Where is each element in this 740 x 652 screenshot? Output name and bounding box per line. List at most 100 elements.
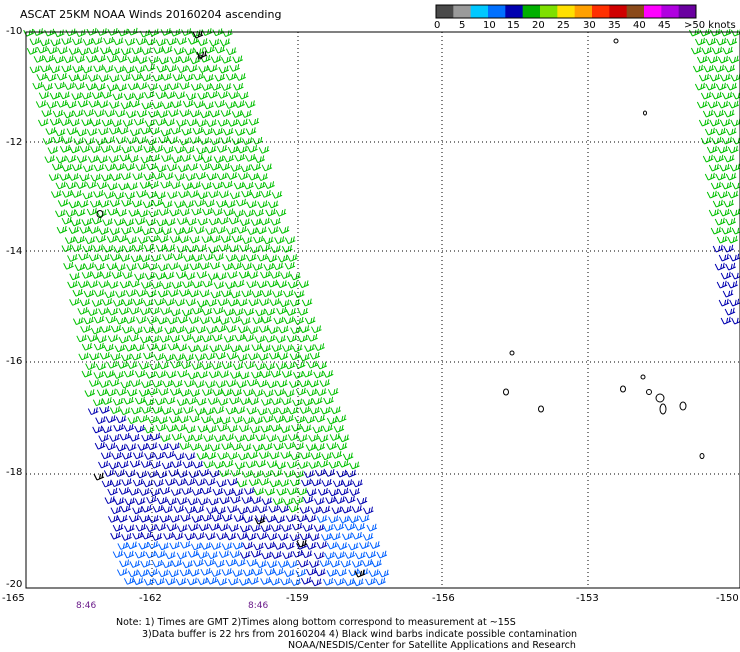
wind-barb: [256, 226, 267, 235]
wind-barb: [109, 253, 121, 261]
wind-barb: [270, 423, 281, 432]
wind-barb: [63, 110, 74, 119]
wind-barb: [225, 200, 236, 208]
wind-barb: [732, 137, 740, 145]
wind-barb: [288, 380, 300, 388]
wind-barb: [221, 361, 233, 370]
wind-barb: [50, 38, 61, 47]
wind-barb: [196, 270, 208, 279]
wind-barb: [161, 560, 173, 569]
wind-barb: [124, 163, 135, 171]
wind-barb: [353, 578, 364, 587]
wind-barb: [213, 406, 225, 414]
wind-barb: [329, 433, 341, 441]
wind-barb: [68, 226, 80, 234]
wind-barb: [235, 73, 246, 81]
wind-barb: [219, 343, 231, 352]
wind-barb: [121, 145, 133, 154]
wind-barb: [292, 371, 304, 379]
wind-barb: [140, 155, 152, 164]
wind-barb: [174, 452, 185, 461]
wind-barb: [246, 200, 257, 209]
wind-barb: [187, 549, 199, 558]
wind-barb: [160, 434, 171, 442]
wind-barb: [35, 100, 47, 108]
wind-barb: [222, 127, 234, 136]
wind-barb: [727, 145, 739, 154]
wind-barb: [219, 469, 230, 478]
wind-barb: [96, 388, 108, 397]
wind-barb: [172, 407, 183, 416]
wind-barb: [152, 73, 163, 82]
wind-barb: [244, 154, 256, 162]
wind-barb: [297, 307, 309, 316]
wind-barb: [212, 487, 224, 496]
wind-barb: [299, 406, 311, 414]
wind-barb: [225, 558, 237, 567]
wind-barb: [214, 559, 225, 568]
wind-barb: [87, 334, 98, 342]
wind-barb: [230, 495, 241, 504]
wind-barb: [235, 558, 246, 567]
wind-barb: [365, 550, 377, 559]
wind-barb: [104, 163, 116, 172]
wind-barb: [219, 162, 231, 171]
wind-barb: [718, 253, 730, 262]
wind-barb: [278, 226, 290, 234]
wind-barb: [214, 99, 226, 108]
island-outline: [96, 210, 104, 218]
wind-barb: [120, 172, 132, 181]
wind-barb: [132, 172, 143, 181]
legend-swatch: [470, 5, 489, 18]
wind-barb: [183, 353, 195, 362]
wind-barb: [184, 477, 196, 486]
wind-barb: [206, 119, 217, 128]
wind-barb: [181, 127, 192, 136]
wind-barb: [239, 218, 251, 227]
wind-barb: [52, 135, 64, 144]
wind-barb: [100, 145, 112, 153]
wind-barb: [106, 262, 118, 271]
wind-barb: [80, 325, 91, 333]
wind-barb: [76, 334, 88, 343]
wind-barb: [79, 298, 91, 307]
island-outline: [655, 393, 665, 403]
wind-barb: [268, 226, 279, 235]
wind-barb: [725, 127, 737, 136]
wind-barb: [230, 468, 242, 477]
wind-barb: [195, 171, 207, 180]
wind-barb: [263, 263, 275, 271]
wind-barb: [205, 532, 216, 541]
wind-barb: [45, 127, 57, 135]
wind-barb: [300, 451, 311, 460]
wind-barb: [216, 144, 228, 153]
wind-barb: [126, 361, 138, 370]
wind-barb: [91, 299, 103, 307]
wind-barb: [256, 379, 268, 388]
wind-barb: [42, 83, 53, 91]
wind-barb: [59, 144, 71, 153]
wind-barb: [702, 154, 714, 163]
wind-barb: [130, 352, 142, 361]
wind-barb: [725, 172, 737, 181]
wind-barb: [220, 55, 232, 64]
wind-barb: [342, 452, 354, 461]
wind-barb: [258, 298, 270, 306]
wind-barb: [709, 73, 721, 82]
wind-barb: [217, 523, 229, 532]
wind-barb: [157, 289, 169, 298]
wind-barb: [264, 362, 276, 371]
wind-barb: [359, 541, 370, 550]
wind-barb: [296, 514, 308, 523]
wind-barb: [155, 343, 167, 352]
wind-barb: [322, 424, 333, 433]
wind-barb: [169, 55, 181, 64]
wind-barb: [96, 335, 107, 344]
wind-barb: [59, 91, 71, 100]
wind-barb: [61, 189, 73, 198]
wind-barb: [59, 173, 70, 181]
wind-barb: [181, 487, 192, 495]
wind-barb: [149, 127, 161, 135]
wind-barb-swath: [23, 27, 390, 587]
wind-barb: [95, 416, 106, 425]
